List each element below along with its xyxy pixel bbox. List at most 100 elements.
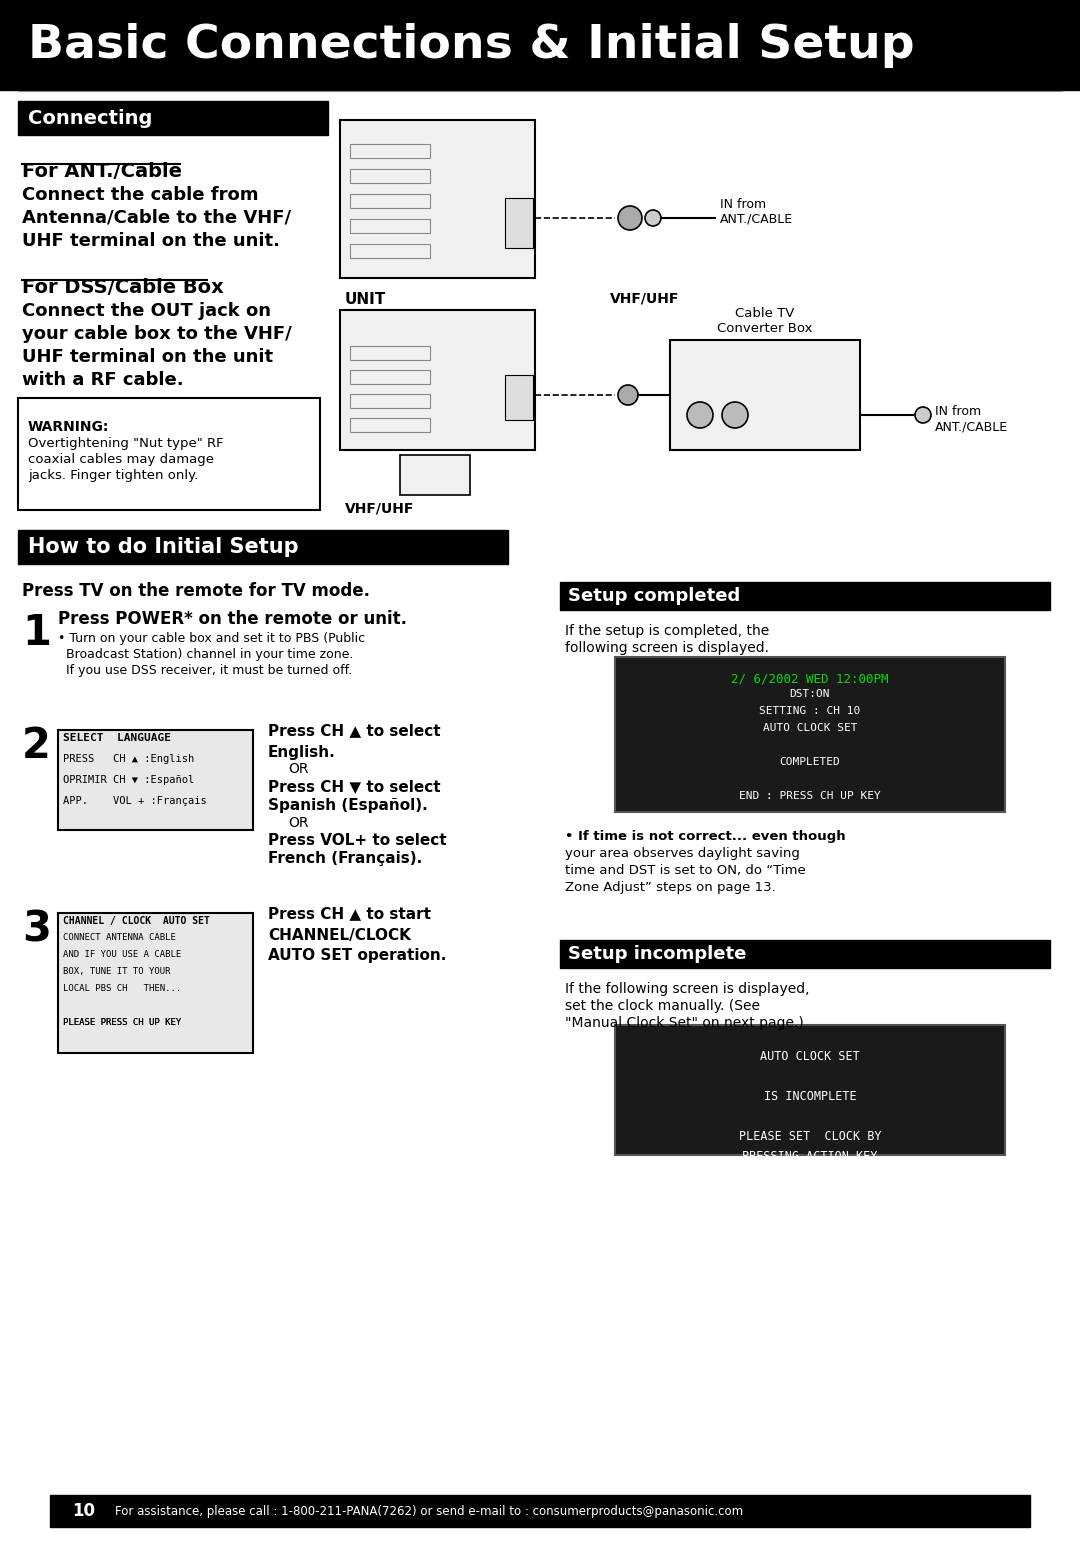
- Bar: [561, 939, 1050, 969]
- Text: 2/ 6/2002 WED 12:00PM: 2/ 6/2002 WED 12:00PM: [731, 672, 889, 684]
- Text: Overtightening "Nut type" RF: Overtightening "Nut type" RF: [28, 437, 224, 450]
- Text: Broadcast Station) channel in your time zone.: Broadcast Station) channel in your time …: [58, 647, 353, 661]
- Text: "Manual Clock Set" on next page.): "Manual Clock Set" on next page.): [565, 1017, 804, 1031]
- Text: UHF terminal on the unit.: UHF terminal on the unit.: [22, 232, 280, 250]
- Text: jacks. Finger tighten only.: jacks. Finger tighten only.: [28, 470, 199, 482]
- Text: UNIT: UNIT: [345, 292, 387, 307]
- Bar: [350, 168, 430, 182]
- Bar: [350, 346, 430, 360]
- Text: Press VOL+ to select: Press VOL+ to select: [268, 833, 447, 848]
- Text: PLEASE SET  CLOCK BY: PLEASE SET CLOCK BY: [739, 1129, 881, 1143]
- Text: following screen is displayed.: following screen is displayed.: [565, 641, 769, 655]
- Text: CHANNEL/CLOCK: CHANNEL/CLOCK: [268, 929, 410, 942]
- Text: Connecting: Connecting: [28, 108, 152, 128]
- Text: If the setup is completed, the: If the setup is completed, the: [565, 624, 769, 638]
- Text: Setup incomplete: Setup incomplete: [568, 946, 746, 963]
- Circle shape: [618, 385, 638, 405]
- Text: COMPLETED: COMPLETED: [780, 757, 840, 766]
- Text: DST:ON: DST:ON: [789, 689, 831, 698]
- Text: VHF/UHF: VHF/UHF: [345, 502, 415, 516]
- Bar: [58, 913, 253, 1054]
- Bar: [58, 729, 253, 830]
- Text: OR: OR: [288, 816, 309, 830]
- Text: IN from
ANT./CABLE: IN from ANT./CABLE: [720, 198, 793, 226]
- Bar: [350, 244, 430, 258]
- Text: How to do Initial Setup: How to do Initial Setup: [28, 538, 299, 558]
- Text: 2: 2: [22, 725, 51, 766]
- Circle shape: [687, 402, 713, 428]
- Text: WARNING:: WARNING:: [28, 420, 109, 434]
- Bar: [18, 530, 508, 564]
- Text: Spanish (Español).: Spanish (Español).: [268, 799, 428, 813]
- Text: CHANNEL / CLOCK  AUTO SET: CHANNEL / CLOCK AUTO SET: [63, 916, 210, 925]
- Bar: [350, 195, 430, 209]
- Text: AUTO SET operation.: AUTO SET operation.: [268, 949, 446, 963]
- Bar: [340, 121, 535, 278]
- Bar: [670, 340, 860, 450]
- Text: LOCAL PBS CH   THEN...: LOCAL PBS CH THEN...: [63, 984, 181, 993]
- Text: UHF terminal on the unit: UHF terminal on the unit: [22, 348, 273, 366]
- Text: PLEASE PRESS CH UP KEY: PLEASE PRESS CH UP KEY: [63, 1018, 181, 1027]
- Text: 10: 10: [72, 1502, 95, 1520]
- Bar: [350, 394, 430, 408]
- Text: END : PRESS CH UP KEY: END : PRESS CH UP KEY: [739, 791, 881, 800]
- Text: • Turn on your cable box and set it to PBS (Public: • Turn on your cable box and set it to P…: [58, 632, 365, 644]
- Text: For DSS/Cable Box: For DSS/Cable Box: [22, 278, 224, 297]
- Text: PRESSING ACTION KEY: PRESSING ACTION KEY: [742, 1149, 878, 1163]
- Bar: [505, 375, 534, 420]
- Text: OR: OR: [288, 762, 309, 776]
- Bar: [350, 419, 430, 433]
- Text: For assistance, please call : 1-800-211-PANA(7262) or send e-mail to : consumerp: For assistance, please call : 1-800-211-…: [114, 1505, 743, 1517]
- Bar: [400, 454, 470, 494]
- Text: PRESS   CH ▲ :English: PRESS CH ▲ :English: [63, 754, 194, 763]
- Text: IS INCOMPLETE: IS INCOMPLETE: [764, 1091, 856, 1103]
- Bar: [561, 582, 1050, 610]
- Text: Zone Adjust” steps on page 13.: Zone Adjust” steps on page 13.: [565, 881, 775, 895]
- Text: set the clock manually. (See: set the clock manually. (See: [565, 1000, 760, 1014]
- Text: French (Français).: French (Français).: [268, 851, 422, 867]
- Bar: [50, 1496, 1030, 1526]
- Text: Setup completed: Setup completed: [568, 587, 740, 606]
- Text: • If time is not correct... even though: • If time is not correct... even though: [565, 830, 846, 844]
- Text: AUTO CLOCK SET: AUTO CLOCK SET: [760, 1051, 860, 1063]
- Circle shape: [723, 402, 748, 428]
- Text: Press CH ▲ to select: Press CH ▲ to select: [268, 723, 441, 739]
- Text: PLEASE PRESS CH UP KEY: PLEASE PRESS CH UP KEY: [63, 1018, 181, 1027]
- Text: OPRIMIR CH ▼ :Español: OPRIMIR CH ▼ :Español: [63, 776, 194, 785]
- Bar: [18, 399, 320, 510]
- Text: Cable TV
Converter Box: Cable TV Converter Box: [717, 307, 813, 335]
- Text: AUTO CLOCK SET: AUTO CLOCK SET: [762, 723, 858, 732]
- Text: English.: English.: [268, 745, 336, 760]
- Text: your area observes daylight saving: your area observes daylight saving: [565, 847, 800, 861]
- Text: Press TV on the remote for TV mode.: Press TV on the remote for TV mode.: [22, 582, 370, 599]
- Text: VHF/UHF: VHF/UHF: [610, 292, 679, 306]
- Bar: [615, 1024, 1005, 1156]
- Text: Press POWER* on the remote or unit.: Press POWER* on the remote or unit.: [58, 610, 407, 627]
- Bar: [350, 369, 430, 385]
- Text: BOX, TUNE IT TO YOUR: BOX, TUNE IT TO YOUR: [63, 967, 171, 976]
- Text: 3: 3: [22, 908, 51, 950]
- Text: Antenna/Cable to the VHF/: Antenna/Cable to the VHF/: [22, 209, 292, 227]
- Text: SELECT  LANGUAGE: SELECT LANGUAGE: [63, 732, 171, 743]
- Bar: [350, 144, 430, 158]
- Bar: [340, 311, 535, 450]
- Text: with a RF cable.: with a RF cable.: [22, 371, 184, 389]
- Circle shape: [618, 205, 642, 230]
- Bar: [615, 657, 1005, 813]
- Bar: [18, 100, 328, 134]
- Circle shape: [915, 406, 931, 423]
- Text: If you use DSS receiver, it must be turned off.: If you use DSS receiver, it must be turn…: [58, 664, 352, 677]
- Text: your cable box to the VHF/: your cable box to the VHF/: [22, 324, 292, 343]
- Bar: [505, 198, 534, 249]
- Text: CONNECT ANTENNA CABLE: CONNECT ANTENNA CABLE: [63, 933, 176, 942]
- Bar: [0, 0, 1080, 90]
- Text: 1: 1: [22, 612, 51, 654]
- Text: SETTING : CH 10: SETTING : CH 10: [759, 706, 861, 715]
- Text: AND IF YOU USE A CABLE: AND IF YOU USE A CABLE: [63, 950, 181, 959]
- Text: Press CH ▲ to start: Press CH ▲ to start: [268, 905, 431, 921]
- Circle shape: [645, 210, 661, 226]
- Text: time and DST is set to ON, do “Time: time and DST is set to ON, do “Time: [565, 864, 806, 878]
- Text: For ANT./Cable: For ANT./Cable: [22, 162, 183, 181]
- Text: Connect the OUT jack on: Connect the OUT jack on: [22, 301, 271, 320]
- Bar: [350, 219, 430, 233]
